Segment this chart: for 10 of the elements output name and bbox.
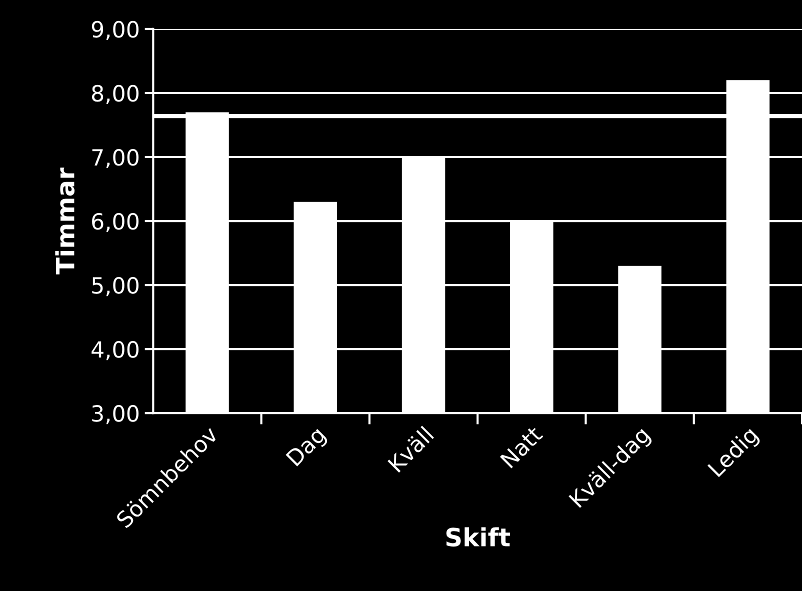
y-tick-label: 3,00 <box>92 405 139 424</box>
x-tick-label: Dag <box>286 426 330 470</box>
y-tick-label: 7,00 <box>92 148 139 168</box>
y-tick-label: 8,00 <box>92 84 139 104</box>
y-axis-title: Timmar <box>55 168 75 274</box>
y-tick-label: 5,00 <box>92 277 139 296</box>
y-tick-label: 6,00 <box>92 212 139 232</box>
x-axis-title: Skift <box>446 527 510 547</box>
y-tick-label: 4,00 <box>92 341 139 360</box>
y-tick-label: 9,00 <box>92 20 139 40</box>
